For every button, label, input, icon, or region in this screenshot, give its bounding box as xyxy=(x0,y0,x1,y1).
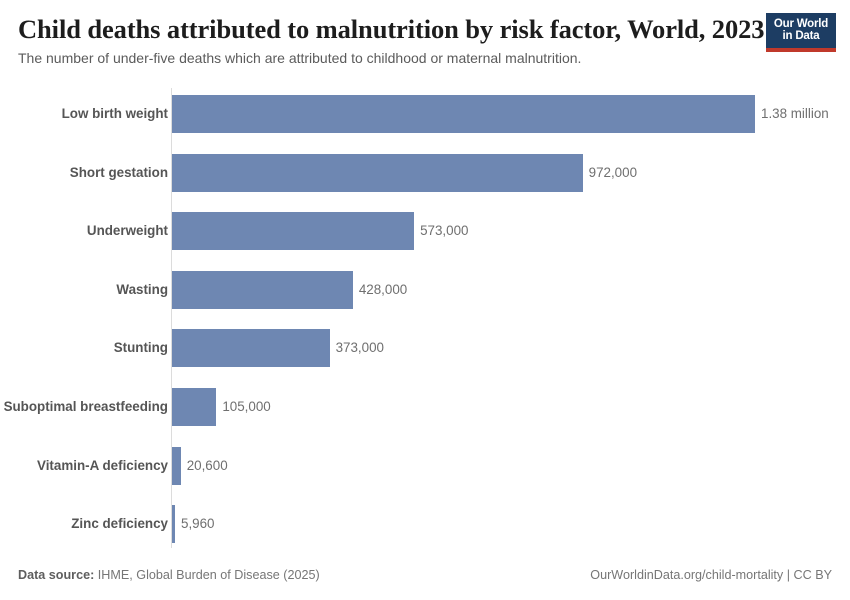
bar[interactable] xyxy=(172,446,181,485)
bar-value-label: 20,600 xyxy=(186,457,228,473)
logo-line-2: in Data xyxy=(782,30,820,42)
our-world-in-data-logo[interactable]: Our World in Data xyxy=(766,13,836,52)
bar-value-label: 428,000 xyxy=(358,281,408,297)
bar-row: Zinc deficiency 5,960 xyxy=(0,505,850,544)
bar-row: Stunting 373,000 xyxy=(0,329,850,368)
bar-row: Wasting 428,000 xyxy=(0,270,850,309)
bar[interactable] xyxy=(172,153,583,192)
y-axis-line xyxy=(171,88,173,548)
bar-category-label: Stunting xyxy=(113,340,168,356)
bar-row: Suboptimal breastfeeding 105,000 xyxy=(0,388,850,426)
bar-row: Underweight 573,000 xyxy=(0,212,850,251)
bar-category-label: Vitamin-A deficiency xyxy=(37,457,168,473)
chart-subtitle: The number of under-five deaths which ar… xyxy=(18,50,582,66)
data-source-value: IHME, Global Burden of Disease (2025) xyxy=(94,568,320,582)
logo-line-1: Our World xyxy=(773,17,829,30)
bar[interactable] xyxy=(172,329,330,368)
bar-category-label: Short gestation xyxy=(69,164,168,180)
bar-value-label: 972,000 xyxy=(588,164,638,180)
bar[interactable] xyxy=(172,505,175,544)
bar-row: Short gestation 972,000 xyxy=(0,153,850,192)
chart-footer: Data source: IHME, Global Burden of Dise… xyxy=(0,560,850,600)
bar-category-label: Underweight xyxy=(86,223,168,239)
bar-value-label: 373,000 xyxy=(335,340,384,356)
bar[interactable] xyxy=(172,270,353,309)
bar-category-label: Zinc deficiency xyxy=(71,516,168,532)
bar-category-label: Low birth weight xyxy=(61,106,168,121)
source-url-license[interactable]: OurWorldinData.org/child-mortality | CC … xyxy=(590,568,832,582)
bar-category-label: Suboptimal breastfeeding xyxy=(3,399,168,414)
bar-value-label: 573,000 xyxy=(420,223,469,239)
data-source-note: Data source: IHME, Global Burden of Dise… xyxy=(18,568,320,582)
bar[interactable] xyxy=(172,95,755,133)
page-title: Child deaths attributed to malnutrition … xyxy=(18,14,765,44)
bar-value-label: 105,000 xyxy=(222,399,271,414)
bar[interactable] xyxy=(172,212,415,251)
bar-row: Low birth weight 1.38 million xyxy=(0,95,850,133)
bar-value-label: 1.38 million xyxy=(761,106,829,121)
bar-value-label: 5,960 xyxy=(181,516,215,532)
bar[interactable] xyxy=(172,388,217,426)
bar-category-label: Wasting xyxy=(116,281,168,297)
bar-row: Vitamin-A deficiency 20,600 xyxy=(0,446,850,485)
bar-chart-plot-area: Low birth weight 1.38 million Short gestat… xyxy=(0,80,850,560)
data-source-label: Data source: xyxy=(18,568,95,582)
chart-header: Child deaths attributed to malnutrition … xyxy=(0,0,850,80)
